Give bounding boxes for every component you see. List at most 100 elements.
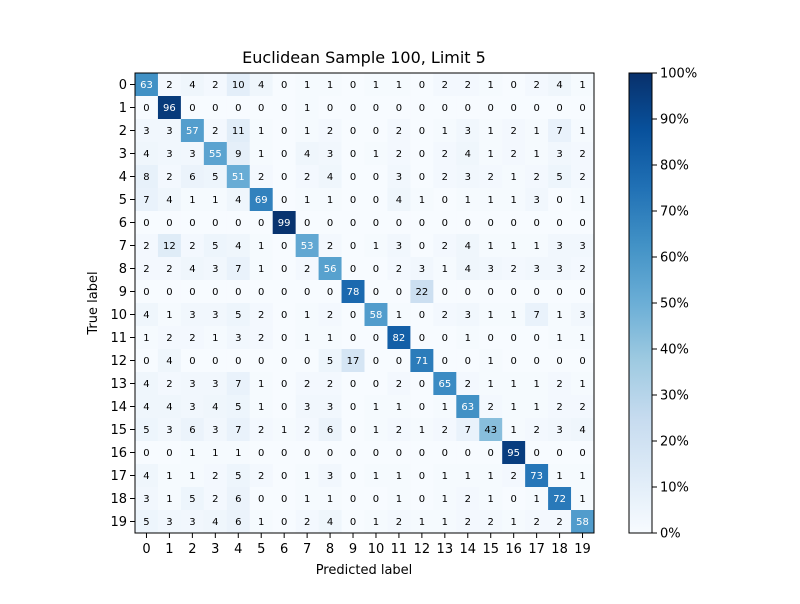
cell-value-label: 4 bbox=[189, 80, 195, 91]
cell-value-label: 1 bbox=[510, 517, 516, 528]
heatmap-cell bbox=[157, 96, 182, 120]
cell-value-label: 3 bbox=[189, 517, 195, 528]
heatmap-cell bbox=[341, 119, 365, 143]
heatmap-cell bbox=[249, 188, 274, 212]
heatmap-cell bbox=[203, 395, 228, 419]
cell-value-label: 0 bbox=[350, 448, 356, 459]
heatmap-cell bbox=[410, 234, 434, 258]
heatmap-cell bbox=[318, 234, 342, 258]
heatmap-cell bbox=[502, 441, 526, 465]
heatmap-cell bbox=[571, 188, 595, 212]
cell-value-label: 1 bbox=[579, 195, 585, 206]
heatmap-cell bbox=[571, 96, 595, 120]
cell-value-label: 2 bbox=[579, 264, 585, 275]
heatmap-cell bbox=[433, 73, 457, 97]
heatmap-cell bbox=[180, 303, 205, 327]
cell-value-label: 3 bbox=[465, 310, 471, 321]
heatmap-cell bbox=[318, 464, 342, 488]
cell-value-label: 1 bbox=[533, 402, 539, 413]
cell-value-label: 1 bbox=[143, 333, 149, 344]
colorbar-ticks: 0% 10% 20% 30% 40% 50% 60% 70% 80% 90% 100% bbox=[652, 67, 697, 542]
cell-value-label: 3 bbox=[143, 126, 149, 137]
heatmap-cell bbox=[249, 234, 274, 258]
heatmap-cell bbox=[387, 165, 411, 189]
heatmap-cell bbox=[135, 395, 159, 419]
heatmap-cell bbox=[249, 372, 274, 396]
cell-value-label: 2 bbox=[579, 402, 585, 413]
heatmap-cell bbox=[525, 142, 549, 166]
heatmap-cell bbox=[295, 211, 319, 235]
heatmap-cell bbox=[433, 119, 457, 143]
cell-value-label: 0 bbox=[465, 103, 471, 114]
cell-value-label: 1 bbox=[235, 448, 241, 459]
cell-value-label: 0 bbox=[281, 333, 287, 344]
cell-value-label: 0 bbox=[373, 103, 379, 114]
cell-value-label: 1 bbox=[556, 471, 562, 482]
heatmap-cell bbox=[341, 73, 365, 97]
cell-value-label: 6 bbox=[235, 494, 241, 505]
cell-value-label: 0 bbox=[258, 494, 264, 505]
heatmap-cell bbox=[410, 73, 434, 97]
colorbar-tick-label: 0% bbox=[660, 527, 681, 542]
heatmap-cell bbox=[295, 257, 319, 281]
cell-value-label: 1 bbox=[212, 195, 218, 206]
heatmap-cell bbox=[502, 372, 526, 396]
cell-value-label: 4 bbox=[143, 402, 149, 413]
heatmap-cell bbox=[433, 303, 457, 327]
heatmap-cell bbox=[157, 303, 182, 327]
heatmap-cell bbox=[295, 395, 319, 419]
cell-value-label: 1 bbox=[258, 402, 264, 413]
heatmap-cell bbox=[226, 510, 251, 534]
y-tick-label: 17 bbox=[110, 469, 127, 484]
cell-value-label: 1 bbox=[510, 172, 516, 183]
cell-value-label: 0 bbox=[327, 448, 333, 459]
cell-value-label: 3 bbox=[556, 149, 562, 160]
heatmap-cell bbox=[135, 510, 159, 534]
heatmap-cell bbox=[525, 464, 549, 488]
cell-value-label: 2 bbox=[189, 241, 195, 252]
cell-value-label: 0 bbox=[442, 287, 448, 298]
cell-value-label: 3 bbox=[579, 310, 585, 321]
heatmap-cell bbox=[226, 372, 251, 396]
heatmap-cell bbox=[226, 326, 251, 350]
heatmap-cell bbox=[180, 349, 205, 373]
cell-value-label: 4 bbox=[465, 241, 471, 252]
heatmap-cell bbox=[203, 303, 228, 327]
heatmap-cell bbox=[456, 142, 480, 166]
cell-value-label: 0 bbox=[143, 103, 149, 114]
cell-value-label: 2 bbox=[143, 264, 149, 275]
heatmap-cell bbox=[479, 418, 503, 442]
cell-value-label: 0 bbox=[281, 494, 287, 505]
cell-value-label: 2 bbox=[396, 425, 402, 436]
heatmap-cell bbox=[157, 142, 182, 166]
cell-value-label: 0 bbox=[465, 218, 471, 229]
heatmap-cell bbox=[571, 165, 595, 189]
heatmap-cell bbox=[548, 142, 572, 166]
heatmap-cell bbox=[318, 372, 342, 396]
heatmap-cell bbox=[341, 326, 365, 350]
heatmap-cell bbox=[318, 119, 342, 143]
cell-value-label: 0 bbox=[281, 80, 287, 91]
cell-value-label: 0 bbox=[350, 126, 356, 137]
cell-value-label: 0 bbox=[556, 195, 562, 206]
heatmap-cell bbox=[272, 73, 297, 97]
heatmap-cell bbox=[272, 441, 297, 465]
heatmap-cell bbox=[341, 441, 365, 465]
cell-value-label: 7 bbox=[235, 425, 241, 436]
heatmap-cell bbox=[203, 119, 228, 143]
cell-value-label: 0 bbox=[419, 494, 425, 505]
heatmap-cell bbox=[295, 349, 319, 373]
cell-value-label: 2 bbox=[556, 379, 562, 390]
heatmap-cell bbox=[203, 188, 228, 212]
heatmap-cell bbox=[479, 303, 503, 327]
cell-value-label: 78 bbox=[347, 287, 360, 298]
heatmap-cell bbox=[479, 280, 503, 304]
heatmap-cell bbox=[364, 326, 388, 350]
heatmap-cell bbox=[272, 395, 297, 419]
cell-value-label: 0 bbox=[465, 287, 471, 298]
cell-value-label: 0 bbox=[510, 80, 516, 91]
cell-value-label: 1 bbox=[488, 379, 494, 390]
heatmap-cell bbox=[571, 464, 595, 488]
cell-value-label: 0 bbox=[166, 218, 172, 229]
heatmap-cell bbox=[295, 326, 319, 350]
